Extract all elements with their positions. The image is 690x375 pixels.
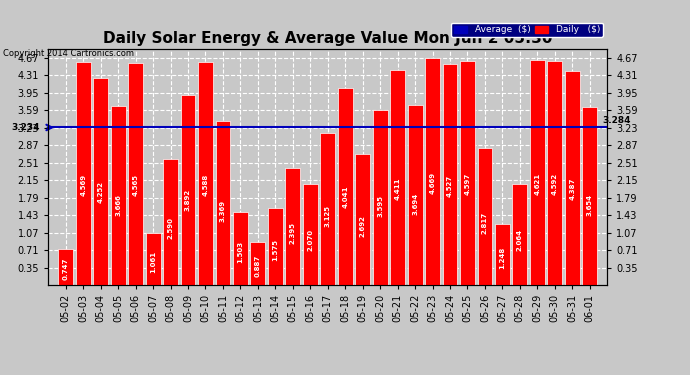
Text: 3.369: 3.369 bbox=[220, 200, 226, 222]
Bar bbox=[582, 107, 597, 285]
Bar bbox=[460, 61, 475, 285]
Bar bbox=[181, 95, 195, 285]
Title: Daily Solar Energy & Average Value Mon Jun 2 05:30: Daily Solar Energy & Average Value Mon J… bbox=[103, 31, 553, 46]
Text: Copyright 2014 Cartronics.com: Copyright 2014 Cartronics.com bbox=[3, 49, 135, 58]
Bar bbox=[442, 64, 457, 285]
Text: 4.621: 4.621 bbox=[534, 172, 540, 195]
Bar bbox=[373, 110, 388, 285]
Bar bbox=[303, 184, 317, 285]
Text: 3.694: 3.694 bbox=[412, 193, 418, 215]
Text: 3.666: 3.666 bbox=[115, 194, 121, 216]
Text: 3.234: 3.234 bbox=[11, 123, 39, 132]
Text: 2.817: 2.817 bbox=[482, 212, 488, 234]
Bar bbox=[250, 242, 266, 285]
Bar bbox=[495, 224, 510, 285]
Bar bbox=[146, 233, 161, 285]
Text: 4.252: 4.252 bbox=[98, 181, 104, 203]
Bar bbox=[530, 60, 545, 285]
Bar bbox=[547, 62, 562, 285]
Text: 2.692: 2.692 bbox=[359, 215, 366, 237]
Text: 1.248: 1.248 bbox=[500, 246, 505, 269]
Text: 4.592: 4.592 bbox=[552, 173, 558, 195]
Bar bbox=[425, 58, 440, 285]
Bar bbox=[390, 70, 405, 285]
Text: 0.887: 0.887 bbox=[255, 254, 261, 277]
Bar bbox=[408, 105, 422, 285]
Text: 4.569: 4.569 bbox=[80, 174, 86, 196]
Text: 4.527: 4.527 bbox=[447, 175, 453, 197]
Text: 2.590: 2.590 bbox=[168, 217, 174, 239]
Text: 4.387: 4.387 bbox=[569, 178, 575, 200]
Text: 3.892: 3.892 bbox=[185, 189, 191, 211]
Text: 2.395: 2.395 bbox=[290, 222, 296, 243]
Text: 2.070: 2.070 bbox=[307, 229, 313, 251]
Bar bbox=[286, 168, 300, 285]
Text: 1.503: 1.503 bbox=[237, 241, 244, 263]
Bar bbox=[198, 62, 213, 285]
Bar bbox=[565, 71, 580, 285]
Bar bbox=[355, 154, 370, 285]
Text: 1.575: 1.575 bbox=[273, 240, 278, 261]
Text: 4.565: 4.565 bbox=[132, 174, 139, 196]
Text: 4.597: 4.597 bbox=[464, 173, 471, 195]
Bar bbox=[76, 63, 90, 285]
Text: 1.061: 1.061 bbox=[150, 251, 156, 273]
Bar bbox=[93, 78, 108, 285]
Text: 4.588: 4.588 bbox=[202, 173, 208, 195]
Text: 3.284: 3.284 bbox=[602, 116, 631, 125]
Text: 0.747: 0.747 bbox=[63, 258, 69, 280]
Text: 4.041: 4.041 bbox=[342, 185, 348, 208]
Text: 3.595: 3.595 bbox=[377, 195, 383, 217]
Bar bbox=[513, 184, 527, 285]
Bar bbox=[163, 159, 178, 285]
Bar bbox=[233, 212, 248, 285]
Legend: Average  ($), Daily   ($): Average ($), Daily ($) bbox=[451, 22, 602, 37]
Bar bbox=[268, 208, 283, 285]
Bar bbox=[110, 106, 126, 285]
Text: 4.669: 4.669 bbox=[430, 172, 435, 194]
Text: 4.411: 4.411 bbox=[395, 177, 401, 200]
Text: 3.125: 3.125 bbox=[325, 206, 331, 228]
Bar bbox=[215, 121, 230, 285]
Bar bbox=[320, 133, 335, 285]
Bar bbox=[128, 63, 143, 285]
Bar bbox=[338, 88, 353, 285]
Bar bbox=[477, 148, 493, 285]
Text: 2.064: 2.064 bbox=[517, 229, 523, 251]
Bar bbox=[59, 249, 73, 285]
Text: 3.654: 3.654 bbox=[586, 194, 593, 216]
